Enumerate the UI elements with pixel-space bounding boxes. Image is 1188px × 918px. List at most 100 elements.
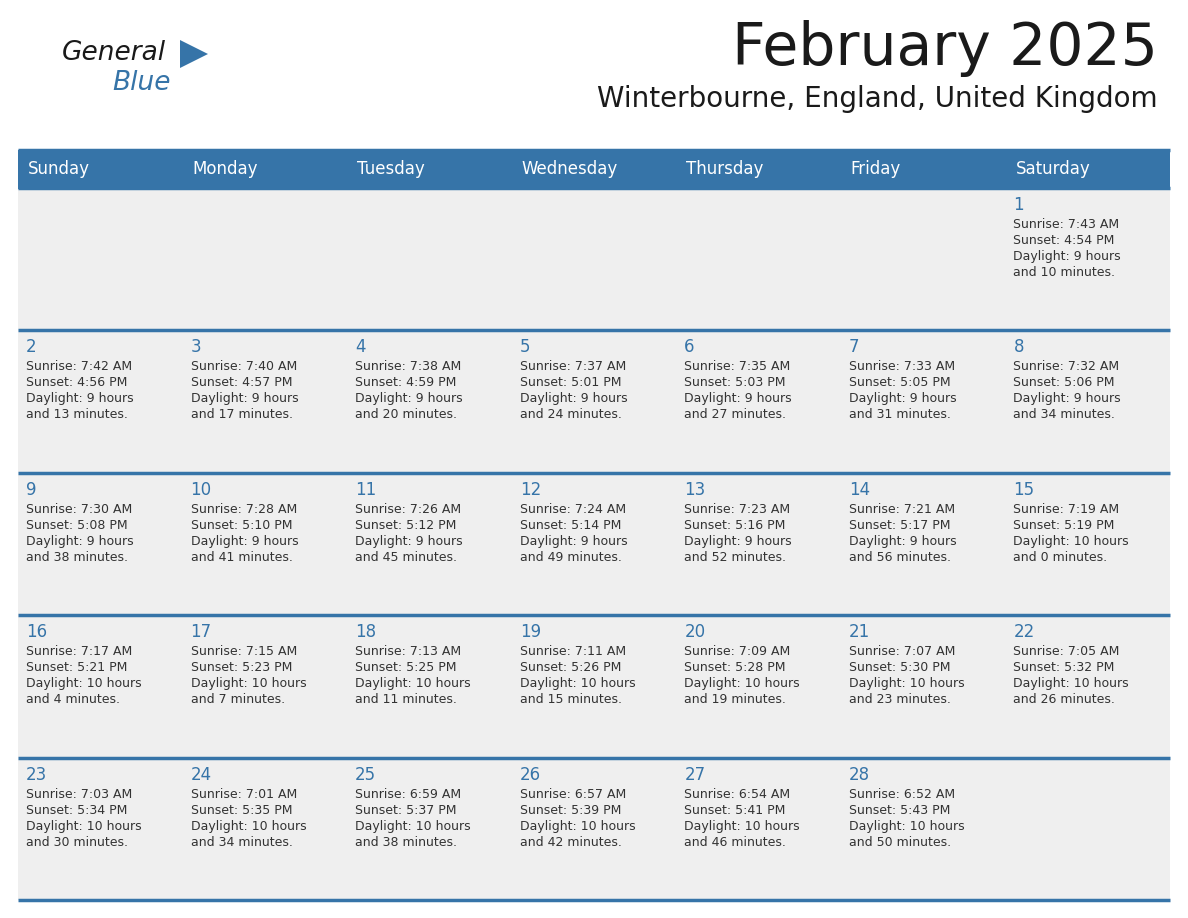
Text: Monday: Monday — [192, 160, 258, 178]
Text: Daylight: 9 hours: Daylight: 9 hours — [519, 535, 627, 548]
Text: and 27 minutes.: and 27 minutes. — [684, 409, 786, 421]
Text: Daylight: 10 hours: Daylight: 10 hours — [355, 820, 470, 833]
Text: Sunset: 5:16 PM: Sunset: 5:16 PM — [684, 519, 785, 532]
Text: Winterbourne, England, United Kingdom: Winterbourne, England, United Kingdom — [598, 85, 1158, 113]
Text: Sunrise: 7:40 AM: Sunrise: 7:40 AM — [190, 361, 297, 374]
Text: and 38 minutes.: and 38 minutes. — [26, 551, 128, 564]
Text: Sunrise: 7:35 AM: Sunrise: 7:35 AM — [684, 361, 790, 374]
Text: Sunset: 4:57 PM: Sunset: 4:57 PM — [190, 376, 292, 389]
Text: 6: 6 — [684, 339, 695, 356]
Text: Daylight: 10 hours: Daylight: 10 hours — [519, 677, 636, 690]
Text: Sunset: 5:08 PM: Sunset: 5:08 PM — [26, 519, 127, 532]
Text: 7: 7 — [849, 339, 859, 356]
Text: Sunrise: 7:17 AM: Sunrise: 7:17 AM — [26, 645, 132, 658]
Text: and 42 minutes.: and 42 minutes. — [519, 835, 621, 848]
Text: and 13 minutes.: and 13 minutes. — [26, 409, 128, 421]
Text: 17: 17 — [190, 623, 211, 641]
Text: Daylight: 9 hours: Daylight: 9 hours — [849, 535, 956, 548]
Text: 27: 27 — [684, 766, 706, 784]
Text: Daylight: 9 hours: Daylight: 9 hours — [26, 535, 133, 548]
Text: Sunday: Sunday — [29, 160, 90, 178]
Text: Sunrise: 7:37 AM: Sunrise: 7:37 AM — [519, 361, 626, 374]
Text: Daylight: 10 hours: Daylight: 10 hours — [849, 677, 965, 690]
Text: and 38 minutes.: and 38 minutes. — [355, 835, 457, 848]
Text: Sunrise: 7:42 AM: Sunrise: 7:42 AM — [26, 361, 132, 374]
Text: and 52 minutes.: and 52 minutes. — [684, 551, 786, 564]
Text: Daylight: 9 hours: Daylight: 9 hours — [684, 392, 792, 406]
Text: Daylight: 9 hours: Daylight: 9 hours — [190, 535, 298, 548]
Text: 9: 9 — [26, 481, 37, 498]
Text: Sunrise: 7:28 AM: Sunrise: 7:28 AM — [190, 503, 297, 516]
Text: Tuesday: Tuesday — [358, 160, 425, 178]
Text: Daylight: 9 hours: Daylight: 9 hours — [26, 392, 133, 406]
Text: 1: 1 — [1013, 196, 1024, 214]
Text: and 49 minutes.: and 49 minutes. — [519, 551, 621, 564]
Text: Sunset: 5:12 PM: Sunset: 5:12 PM — [355, 519, 456, 532]
Text: Sunrise: 6:57 AM: Sunrise: 6:57 AM — [519, 788, 626, 800]
Bar — [18, 150, 1170, 188]
Text: 19: 19 — [519, 623, 541, 641]
Text: Blue: Blue — [112, 70, 171, 96]
Text: Sunset: 5:01 PM: Sunset: 5:01 PM — [519, 376, 621, 389]
Text: and 46 minutes.: and 46 minutes. — [684, 835, 786, 848]
Text: 3: 3 — [190, 339, 201, 356]
Text: Saturday: Saturday — [1016, 160, 1091, 178]
Text: and 45 minutes.: and 45 minutes. — [355, 551, 457, 564]
Text: Sunset: 5:10 PM: Sunset: 5:10 PM — [190, 519, 292, 532]
Text: Sunset: 5:32 PM: Sunset: 5:32 PM — [1013, 661, 1114, 674]
Text: Sunset: 5:17 PM: Sunset: 5:17 PM — [849, 519, 950, 532]
Text: and 34 minutes.: and 34 minutes. — [190, 835, 292, 848]
Text: Daylight: 9 hours: Daylight: 9 hours — [519, 392, 627, 406]
Text: Daylight: 9 hours: Daylight: 9 hours — [355, 392, 463, 406]
Text: Daylight: 9 hours: Daylight: 9 hours — [355, 535, 463, 548]
Text: Sunset: 5:41 PM: Sunset: 5:41 PM — [684, 803, 785, 817]
Text: and 11 minutes.: and 11 minutes. — [355, 693, 457, 706]
Text: 26: 26 — [519, 766, 541, 784]
Text: 25: 25 — [355, 766, 377, 784]
Text: 18: 18 — [355, 623, 377, 641]
Text: Sunrise: 7:11 AM: Sunrise: 7:11 AM — [519, 645, 626, 658]
Text: and 7 minutes.: and 7 minutes. — [190, 693, 285, 706]
Text: 10: 10 — [190, 481, 211, 498]
Text: Sunset: 5:14 PM: Sunset: 5:14 PM — [519, 519, 621, 532]
Text: Sunrise: 7:38 AM: Sunrise: 7:38 AM — [355, 361, 461, 374]
Text: Daylight: 10 hours: Daylight: 10 hours — [684, 677, 800, 690]
Text: and 31 minutes.: and 31 minutes. — [849, 409, 950, 421]
Text: Sunset: 5:35 PM: Sunset: 5:35 PM — [190, 803, 292, 817]
Text: and 0 minutes.: and 0 minutes. — [1013, 551, 1107, 564]
Text: 2: 2 — [26, 339, 37, 356]
Text: and 30 minutes.: and 30 minutes. — [26, 835, 128, 848]
Text: Sunrise: 6:54 AM: Sunrise: 6:54 AM — [684, 788, 790, 800]
Text: 13: 13 — [684, 481, 706, 498]
Text: and 20 minutes.: and 20 minutes. — [355, 409, 457, 421]
Text: Sunrise: 7:07 AM: Sunrise: 7:07 AM — [849, 645, 955, 658]
Text: 4: 4 — [355, 339, 366, 356]
Text: February 2025: February 2025 — [732, 20, 1158, 77]
Text: Sunrise: 7:09 AM: Sunrise: 7:09 AM — [684, 645, 790, 658]
Text: Sunrise: 7:15 AM: Sunrise: 7:15 AM — [190, 645, 297, 658]
Text: Sunset: 5:21 PM: Sunset: 5:21 PM — [26, 661, 127, 674]
Text: Daylight: 10 hours: Daylight: 10 hours — [849, 820, 965, 833]
Text: Daylight: 10 hours: Daylight: 10 hours — [1013, 535, 1129, 548]
Text: Sunrise: 7:13 AM: Sunrise: 7:13 AM — [355, 645, 461, 658]
Text: 24: 24 — [190, 766, 211, 784]
Text: and 4 minutes.: and 4 minutes. — [26, 693, 120, 706]
Bar — [18, 188, 1170, 330]
Text: 21: 21 — [849, 623, 870, 641]
Text: Sunset: 5:26 PM: Sunset: 5:26 PM — [519, 661, 621, 674]
Text: Sunrise: 7:21 AM: Sunrise: 7:21 AM — [849, 503, 955, 516]
Text: and 24 minutes.: and 24 minutes. — [519, 409, 621, 421]
Text: and 15 minutes.: and 15 minutes. — [519, 693, 621, 706]
Text: Sunset: 4:54 PM: Sunset: 4:54 PM — [1013, 234, 1114, 247]
Text: 22: 22 — [1013, 623, 1035, 641]
Bar — [18, 757, 1170, 900]
Text: Sunset: 5:37 PM: Sunset: 5:37 PM — [355, 803, 456, 817]
Text: 11: 11 — [355, 481, 377, 498]
Text: Sunset: 5:03 PM: Sunset: 5:03 PM — [684, 376, 785, 389]
Text: Sunrise: 7:19 AM: Sunrise: 7:19 AM — [1013, 503, 1119, 516]
Text: Sunrise: 7:30 AM: Sunrise: 7:30 AM — [26, 503, 132, 516]
Text: 8: 8 — [1013, 339, 1024, 356]
Text: Sunrise: 7:32 AM: Sunrise: 7:32 AM — [1013, 361, 1119, 374]
Text: and 34 minutes.: and 34 minutes. — [1013, 409, 1116, 421]
Text: Sunset: 5:19 PM: Sunset: 5:19 PM — [1013, 519, 1114, 532]
